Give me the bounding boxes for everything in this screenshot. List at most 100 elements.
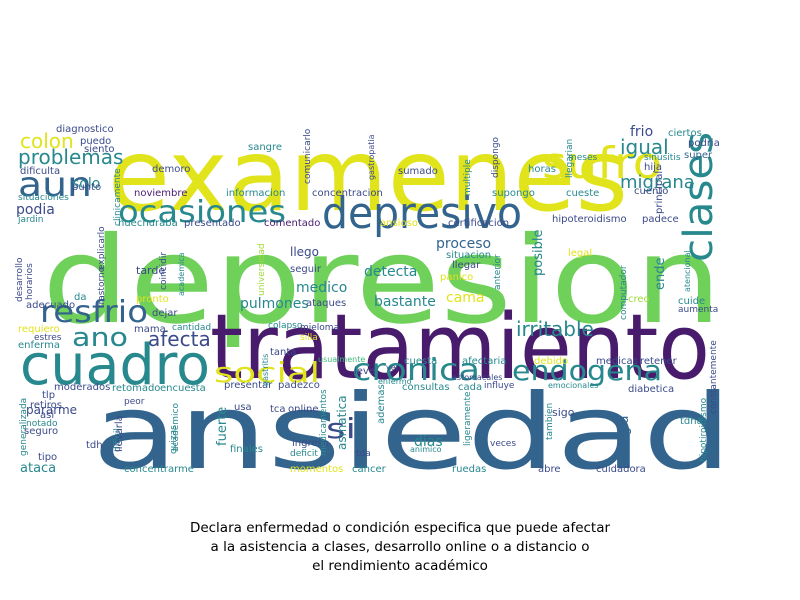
word-seguir: seguir: [290, 264, 322, 275]
word-jardin: jardin: [17, 215, 43, 225]
word-requiero: requiero: [18, 324, 60, 335]
word-presentado: presentado: [184, 218, 241, 229]
word-situaciones: situaciones: [18, 193, 69, 203]
word-irritable: irritable: [516, 317, 594, 341]
word-principal: principal: [654, 171, 665, 214]
word-ataca: ataca: [20, 461, 56, 476]
word-social: social: [214, 356, 320, 389]
word-frio: frio: [630, 124, 653, 140]
word-ligeramente: ligeramente: [463, 391, 473, 446]
word-retiros: retiros: [30, 400, 62, 411]
word-momentos: momentos: [290, 464, 343, 475]
word-multiple: multiple: [463, 159, 473, 196]
word-ataques: ataques: [306, 298, 346, 309]
word-proceso: proceso: [436, 236, 491, 252]
word-siento: siento: [84, 144, 115, 155]
word-colapso: colapso: [268, 321, 303, 331]
word-situacion: situacion: [446, 250, 491, 261]
word-seguro: seguro: [24, 426, 58, 437]
word-tlp: tlp: [42, 390, 55, 401]
word-asmatica: asmatica: [335, 395, 349, 450]
word-da: da: [74, 292, 86, 303]
word-cronica: cronica: [352, 353, 480, 388]
word-migrana: migrana: [620, 172, 695, 193]
word-examenes: examenes: [108, 117, 628, 234]
caption-line: Declara enfermedad o condición especific…: [189, 520, 611, 536]
word-aumenta: aumenta: [678, 305, 718, 315]
word-fuerte: fuerte: [215, 407, 230, 446]
word-online: online: [288, 404, 319, 415]
word-ruedas: ruedas: [452, 464, 486, 475]
word-enfermo: enfermo: [378, 377, 412, 386]
word-cuidadora: cuidadora: [596, 464, 646, 475]
word-padezco: padezco: [278, 380, 320, 391]
word-creo: creo: [628, 294, 650, 305]
word-concentracion: concentracion: [312, 188, 383, 199]
word-gastritis: gastritis: [261, 354, 270, 386]
word-estres: estres: [34, 333, 62, 343]
word-tdha: tdha: [680, 416, 703, 427]
word-explicarlo: explicarlo: [97, 226, 107, 270]
word-informacion: informacion: [226, 188, 285, 199]
word-retener: retener: [640, 356, 678, 367]
word-afectaria: afectaria: [462, 356, 506, 367]
word-academico: academico: [171, 403, 181, 452]
word-tca: tca: [270, 404, 286, 415]
word-ocasiones: ocasiones: [118, 195, 286, 230]
word-hipotiroidismo: hipotiroidismo: [699, 397, 709, 462]
word-ademas: ademas: [376, 384, 387, 424]
word-comunicarlo: comunicarlo: [303, 128, 313, 184]
word-enferma: enferma: [18, 340, 60, 351]
word-dificil: dificil: [113, 428, 123, 452]
word-tipo: tipo: [38, 452, 57, 463]
word-diagnostico: diagnostico: [56, 124, 114, 135]
word-animico: animico: [410, 445, 442, 454]
word-cueste: cueste: [566, 188, 599, 199]
word-problemas: problemas: [18, 145, 123, 169]
word-hija: hija: [644, 162, 662, 173]
word-noviembre: noviembre: [134, 188, 187, 199]
word-concentrarme: concentrarme: [124, 464, 194, 475]
word-resfrio: resfrio: [40, 295, 148, 330]
word-depresivo: depresivo: [322, 188, 522, 239]
word-bastante: bastante: [374, 294, 436, 310]
word-leve: leve: [354, 366, 375, 377]
word-aun: aun: [18, 165, 92, 205]
word-tanta: tanta: [270, 347, 296, 358]
word-llevarla: llevarla: [114, 415, 125, 452]
word-deficit: deficit: [290, 449, 318, 459]
word-ansiedad: ansiedad: [92, 371, 732, 493]
word-tarde: tarde: [136, 264, 165, 277]
word-cuadro: cuadro: [20, 333, 210, 398]
word-comentado: comentado: [264, 218, 320, 229]
word-presentar: presentar: [224, 380, 273, 391]
word-emocionales: emocionales: [548, 381, 598, 390]
word-llego: llego: [290, 245, 319, 259]
word-desarrollo: desarrollo: [15, 257, 25, 302]
word-legal: legal: [568, 248, 592, 259]
word-ansioso: ansioso: [380, 218, 418, 229]
word-dejar: dejar: [152, 308, 178, 319]
word-depresion: depresion: [42, 212, 722, 351]
word-punto: punto: [72, 182, 101, 193]
word-influye: influye: [484, 381, 515, 391]
word-computador: computador: [619, 265, 629, 320]
word-usa: usa: [234, 402, 252, 413]
word-quizas: quizas: [169, 425, 179, 454]
word-notado: notado: [26, 419, 58, 429]
word-pronto: pronto: [136, 294, 169, 305]
word-demoro: demoro: [152, 164, 190, 175]
word-cama: cama: [446, 290, 485, 306]
word-llegarian: llegarian: [565, 139, 575, 178]
word-estomacales: estomacales: [452, 373, 502, 382]
word-podria: podria: [688, 138, 720, 149]
word-dispongo: dispongo: [491, 136, 501, 178]
word-mama: mama: [134, 324, 166, 335]
word-afecta: afecta: [148, 327, 211, 351]
word-tdh: tdh: [86, 440, 103, 451]
word-sufro: sufro: [542, 138, 662, 189]
word-silla: silla: [300, 333, 318, 343]
word-si: si: [326, 412, 356, 445]
word-hipoteroidismo: hipoteroidismo: [552, 214, 627, 225]
word-detecta: detecta: [364, 264, 417, 280]
